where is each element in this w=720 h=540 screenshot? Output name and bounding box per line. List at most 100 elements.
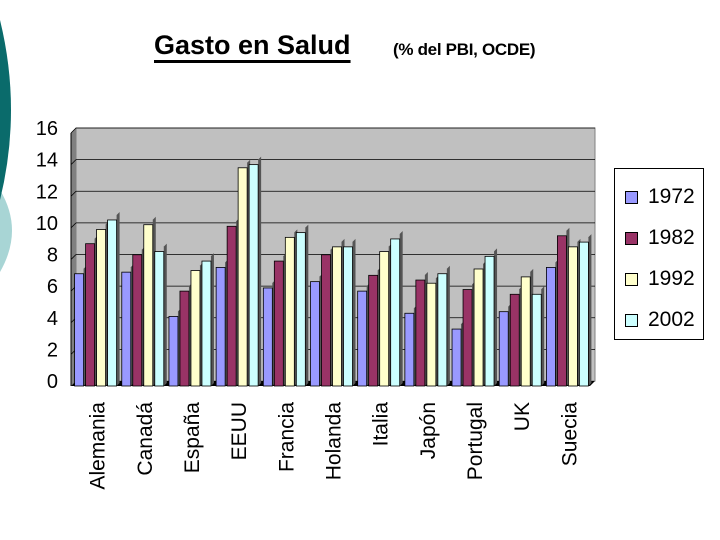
bar xyxy=(473,268,484,387)
bar xyxy=(201,260,212,387)
gridline-wall xyxy=(70,222,77,229)
bar xyxy=(390,238,401,387)
x-tick-label: Italia xyxy=(370,402,393,447)
bar-shadow xyxy=(305,224,309,386)
gridline-wall xyxy=(70,159,77,165)
y-tick-label: 2 xyxy=(47,339,58,361)
x-tick-label: Japón xyxy=(417,402,440,459)
bar xyxy=(143,224,154,387)
legend-swatch xyxy=(625,231,638,245)
bar-shadow xyxy=(588,234,592,386)
bar xyxy=(237,167,248,387)
bar-shadow xyxy=(446,265,450,386)
gridline-wall xyxy=(70,190,77,197)
legend: 1972 1982 1992 2002 xyxy=(614,168,704,340)
bar xyxy=(295,232,306,387)
deco-light-band xyxy=(0,190,12,272)
bar-shadow xyxy=(494,248,498,386)
bar xyxy=(546,267,556,387)
legend-item: 1982 xyxy=(625,224,695,252)
y-tick-label: 8 xyxy=(47,245,58,267)
bar-shadow xyxy=(116,211,120,386)
bar xyxy=(190,270,201,387)
bars-group xyxy=(74,156,592,387)
x-tick-label: Portugal xyxy=(464,402,487,480)
slide-decoration xyxy=(0,20,12,272)
bar xyxy=(154,251,165,387)
bar xyxy=(121,271,132,387)
bar xyxy=(215,267,226,387)
y-axis-ticks: 0 2 4 6 8 10 12 14 16 xyxy=(36,118,58,393)
bar xyxy=(531,293,542,387)
bar xyxy=(85,243,95,387)
bar xyxy=(96,229,106,387)
bar xyxy=(273,260,284,387)
bar xyxy=(379,251,390,387)
bar xyxy=(498,311,509,387)
bar xyxy=(132,254,143,387)
deco-dark-band xyxy=(0,20,11,200)
bar xyxy=(520,276,531,387)
chart-subtitle: (% del PBI, OCDE) xyxy=(393,40,536,59)
x-tick-label: EEUU xyxy=(228,402,251,460)
bar xyxy=(74,273,84,387)
legend-label: 2002 xyxy=(648,308,695,331)
y-tick-label: 16 xyxy=(36,118,58,140)
legend-swatch xyxy=(625,272,638,286)
legend-label: 1992 xyxy=(648,267,695,290)
bar xyxy=(404,312,415,387)
bar xyxy=(437,273,448,387)
x-tick-label: España xyxy=(181,402,204,474)
legend-item: 2002 xyxy=(625,306,695,334)
bar xyxy=(168,316,179,387)
bar xyxy=(343,246,353,387)
x-tick-label: Holanda xyxy=(323,402,346,481)
bar xyxy=(107,219,117,387)
x-tick-label: Alemania xyxy=(87,402,110,490)
legend-item: 1992 xyxy=(625,265,695,293)
bar-shadow xyxy=(210,253,214,386)
bar xyxy=(579,241,589,387)
bar xyxy=(484,255,495,387)
bar xyxy=(557,235,567,387)
bar xyxy=(226,225,237,387)
x-tick-label: Francia xyxy=(275,402,298,472)
bar xyxy=(426,282,437,387)
x-axis-ticks: Alemania Canadá España EEUU Francia Holanda It… xyxy=(87,402,582,490)
legend-swatch xyxy=(625,190,638,204)
legend-item: 1972 xyxy=(625,183,695,211)
x-tick-label: Canadá xyxy=(134,402,157,476)
bar-shadow xyxy=(258,156,262,386)
y-tick-label: 0 xyxy=(47,371,58,393)
legend-swatch xyxy=(625,313,638,327)
bar xyxy=(179,290,190,387)
bar xyxy=(368,274,379,387)
bar-shadow xyxy=(352,238,356,386)
bar xyxy=(262,287,273,387)
chart-title: Gasto en Salud xyxy=(154,30,351,60)
y-tick-label: 12 xyxy=(36,181,58,203)
bar xyxy=(357,290,368,387)
bar xyxy=(568,246,578,387)
bar-shadow xyxy=(541,286,545,386)
bar xyxy=(284,236,295,387)
bar-shadow xyxy=(399,230,403,386)
gridline-wall xyxy=(70,127,77,134)
bar xyxy=(462,289,473,387)
legend-label: 1982 xyxy=(648,226,695,249)
bar xyxy=(248,164,259,387)
y-tick-label: 14 xyxy=(36,150,58,172)
bar-shadow xyxy=(163,243,167,386)
bar xyxy=(332,246,342,387)
legend-label: 1972 xyxy=(648,185,695,208)
y-tick-label: 6 xyxy=(47,276,58,298)
bar xyxy=(310,281,320,387)
y-tick-label: 4 xyxy=(47,308,58,330)
bar xyxy=(509,293,520,387)
y-tick-label: 10 xyxy=(36,213,58,235)
gridline-wall xyxy=(70,254,77,260)
bar xyxy=(415,279,426,387)
bar xyxy=(451,328,462,387)
x-tick-label: UK xyxy=(511,402,534,431)
